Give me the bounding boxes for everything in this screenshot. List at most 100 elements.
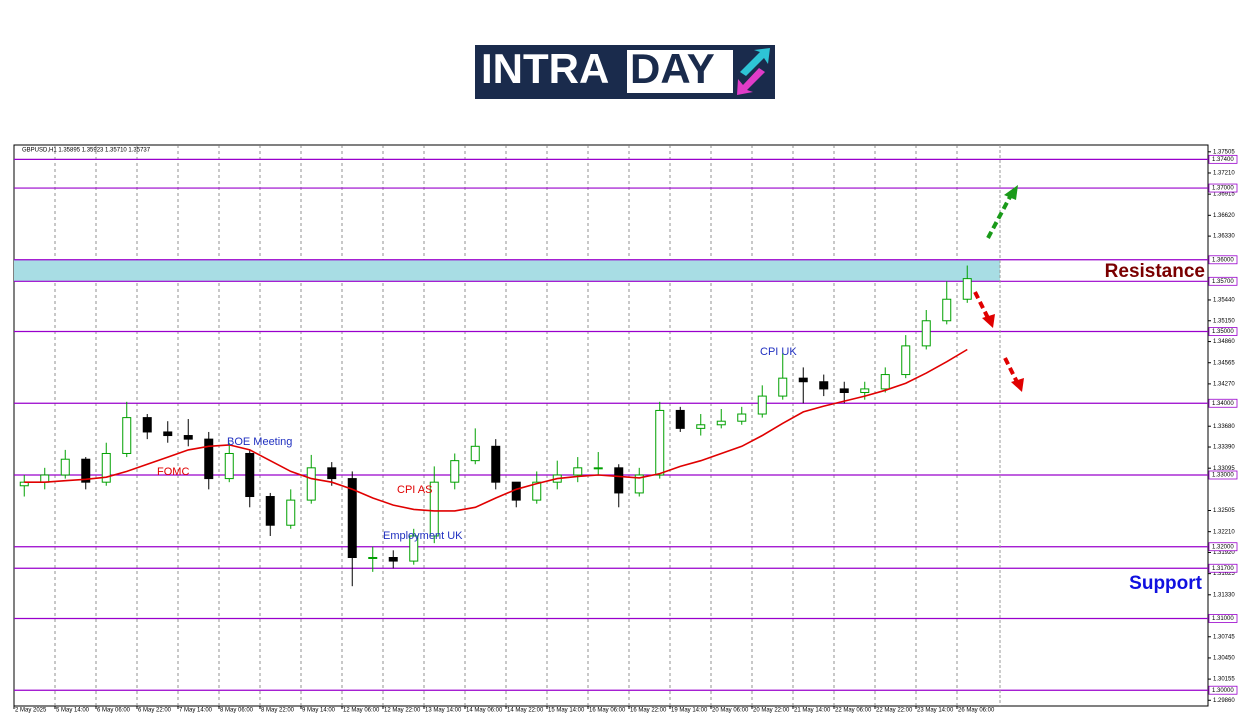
level-label-box: [1208, 276, 1238, 286]
y-tick-label: 1.31625: [1213, 571, 1235, 577]
logo: INTRA DAY: [475, 45, 775, 99]
candle-body: [122, 417, 132, 454]
level-label-box: [1208, 327, 1238, 336]
x-tick-label: 15 May 14:00: [548, 708, 585, 714]
candle-body: [737, 413, 747, 422]
candle-body: [40, 474, 50, 483]
candle-body: [81, 458, 91, 483]
y-tick-label: 1.35150: [1213, 318, 1235, 324]
support-label: Support: [1129, 573, 1202, 594]
candle-body: [306, 467, 316, 501]
y-tick-label: 1.30745: [1213, 634, 1235, 640]
x-tick-label: 23 May 14:00: [917, 708, 954, 714]
candle-body: [675, 409, 685, 429]
x-tick-label: 16 May 06:00: [589, 708, 626, 714]
candle-body: [819, 381, 829, 390]
x-tick-label: 26 May 06:00: [958, 708, 995, 714]
candle-body: [942, 298, 952, 322]
x-tick-label: 22 May 06:00: [835, 708, 872, 714]
level-label-box: [1208, 183, 1238, 193]
y-tick-label: 1.36915: [1213, 192, 1235, 198]
logo-box: [627, 50, 733, 93]
logo-text: INTRA: [481, 45, 609, 92]
candle-body: [388, 557, 398, 562]
candle-body: [491, 445, 501, 483]
y-tick-label: 1.36330: [1213, 234, 1235, 240]
candle-body: [716, 420, 726, 426]
level-label: 1.31000: [1212, 616, 1234, 622]
chart-header: GBPUSD,H1 1.35895 1.35923 1.35710 1.3573…: [22, 148, 151, 154]
x-tick-label: 8 May 22:00: [261, 708, 295, 714]
arrow-head: [982, 314, 995, 328]
level-label-box: [1208, 563, 1238, 573]
x-tick-label: 13 May 14:00: [425, 708, 462, 714]
x-tick-label: 6 May 22:00: [138, 708, 172, 714]
candle-body: [409, 535, 419, 562]
plot-frame: [13, 144, 1209, 707]
arrow-up: [986, 194, 1013, 239]
x-tick-label: 22 May 22:00: [876, 708, 913, 714]
level-label-box: [1208, 685, 1238, 695]
x-tick-label: 14 May 22:00: [507, 708, 544, 714]
candle-body: [368, 557, 378, 559]
logo-text: DAY: [630, 45, 715, 92]
x-tick-label: 20 May 06:00: [712, 708, 749, 714]
arrow-head: [1011, 378, 1024, 392]
candle-body: [839, 388, 849, 394]
candle-body: [696, 424, 706, 429]
candle-body: [101, 452, 111, 483]
x-tick-label: 9 May 14:00: [302, 708, 336, 714]
resistance-label: Resistance: [1105, 261, 1205, 282]
candle-body: [429, 481, 439, 537]
candle-body: [593, 467, 603, 470]
candle-body: [634, 474, 644, 494]
x-tick-label: 14 May 06:00: [466, 708, 503, 714]
level-label-box: [1208, 255, 1238, 265]
level-label-box: [1208, 542, 1238, 552]
level-label: 1.33000: [1212, 473, 1234, 479]
y-tick-label: 1.37505: [1213, 149, 1235, 155]
level-label: 1.35700: [1212, 279, 1234, 285]
candle-body: [286, 499, 296, 526]
level-label: 1.36000: [1212, 257, 1234, 263]
x-tick-label: 6 May 06:00: [97, 708, 131, 714]
candle-body: [347, 478, 357, 558]
candle-body: [614, 467, 624, 494]
logo-arrow: [740, 48, 770, 76]
logo-arrow: [737, 68, 765, 95]
y-tick-label: 1.31920: [1213, 550, 1235, 556]
candle-body: [962, 278, 972, 300]
y-tick-label: 1.30450: [1213, 656, 1235, 662]
x-tick-label: 19 May 14:00: [671, 708, 708, 714]
candle-body: [60, 458, 70, 476]
candle-body: [778, 377, 788, 397]
level-label-box: [1208, 614, 1238, 623]
candle-body: [921, 320, 931, 347]
level-label: 1.32000: [1212, 544, 1234, 550]
y-tick-label: 1.37210: [1213, 171, 1235, 177]
x-tick-label: 21 May 14:00: [794, 708, 831, 714]
y-tick-label: 1.35440: [1213, 298, 1235, 304]
annotation: Employment UK: [383, 530, 463, 542]
x-tick-label: 20 May 22:00: [753, 708, 790, 714]
candle-body: [901, 345, 911, 376]
candle-body: [224, 452, 234, 480]
candle-body: [327, 467, 337, 480]
y-tick-label: 1.33095: [1213, 466, 1235, 472]
candle-body: [163, 431, 173, 437]
x-tick-label: 8 May 06:00: [220, 708, 254, 714]
candle-body: [798, 377, 808, 383]
level-label-box: [1208, 398, 1238, 408]
candle-body: [245, 452, 255, 498]
arrow-head: [1004, 185, 1018, 200]
annotation: FOMC: [157, 466, 189, 478]
candle-body: [470, 445, 480, 462]
annotation: CPI UK: [760, 346, 797, 358]
candle-body: [757, 395, 767, 415]
candle-body: [183, 435, 193, 440]
y-tick-label: 1.36620: [1213, 213, 1235, 219]
x-tick-label: 7 May 14:00: [179, 708, 213, 714]
x-tick-label: 5 May 14:00: [56, 708, 90, 714]
